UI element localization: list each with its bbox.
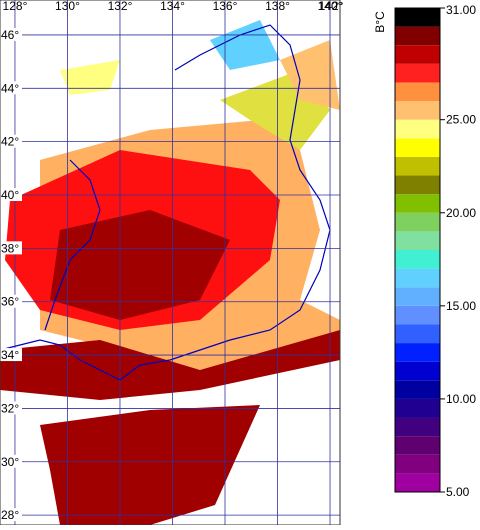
colorbar-band: [395, 101, 440, 120]
colorbar-band: [395, 436, 440, 455]
lat-label: 28°: [1, 508, 19, 522]
colorbar-band: [395, 324, 440, 344]
colorbar-band: [395, 26, 440, 46]
colorbar-band: [395, 417, 440, 437]
graticule: 128° 130° 132° 134° 136° 138° 140°142° 46° 44° 42…: [0, 0, 344, 525]
lat-label: 42°: [1, 135, 19, 149]
colorbar-band: [395, 175, 440, 195]
label-bg: [0, 348, 22, 362]
colorbar-label: 5.00: [446, 485, 470, 499]
map: [0, 20, 340, 525]
label-bg: [0, 294, 22, 308]
label-bg: [0, 454, 22, 468]
colorbar-band: [395, 82, 440, 102]
lat-label: 38°: [1, 241, 19, 255]
colorbar-band: [395, 194, 440, 213]
lon-label: 138°: [265, 0, 290, 13]
lon-label: 128°: [3, 0, 28, 13]
sst-field: [0, 330, 340, 400]
lat-label: 30°: [1, 455, 19, 469]
colorbar-band: [395, 380, 440, 399]
sst-field: [60, 60, 120, 95]
colorbar-frame: [394, 7, 441, 493]
colorbar-band: [395, 63, 440, 83]
colorbar-band: [395, 473, 440, 492]
colorbar-band: [395, 156, 440, 176]
colorbar-label: 25.00: [446, 113, 476, 127]
colorbar-label: 15.00: [446, 299, 476, 313]
coastline: [44, 159, 101, 331]
lon-label: 140°: [318, 0, 343, 13]
label-bg: [0, 134, 22, 148]
lon-label: 130°: [55, 0, 80, 13]
colorbar-band: [395, 212, 440, 232]
label-bg: [0, 81, 22, 95]
colorbar-unit: B°C: [373, 11, 387, 33]
colorbar-label: 10.00: [446, 392, 476, 406]
lat-label: 32°: [1, 401, 19, 415]
lat-label: 36°: [1, 295, 19, 309]
coastline: [0, 24, 331, 381]
lat-label: 40°: [1, 188, 19, 202]
colorbar-band: [395, 287, 440, 306]
colorbar: 31.00 25.00 20.00 15.00 10.00 5.00: [394, 3, 476, 499]
sst-field: [210, 20, 280, 70]
colorbar-label: 20.00: [446, 206, 476, 220]
colorbar-band: [395, 231, 440, 250]
sst-field: [280, 40, 340, 110]
label-bg: [0, 27, 22, 41]
lon-label: 132°: [108, 0, 133, 13]
label-bg: [0, 188, 22, 202]
sst-field: [40, 405, 260, 525]
lat-label: 44°: [1, 81, 19, 95]
colorbar-band: [395, 343, 440, 362]
sst-field: [50, 210, 230, 320]
lon-label: 134°: [160, 0, 185, 13]
label-bg: [0, 241, 22, 255]
lon-label: 142°: [319, 0, 344, 13]
label-bg: [0, 401, 22, 415]
colorbar-band: [395, 361, 440, 381]
colorbar-label: 31.00: [446, 3, 476, 17]
colorbar-band: [395, 268, 440, 288]
colorbar-band: [395, 45, 440, 64]
colorbar-band: [395, 138, 440, 157]
colorbar-band: [395, 119, 440, 139]
lon-label: 136°: [213, 0, 238, 13]
colorbar-band: [395, 398, 440, 418]
label-bg: [0, 508, 22, 522]
colorbar-band: [395, 305, 440, 325]
lat-label: 34°: [1, 348, 19, 362]
colorbar-band: [395, 454, 440, 474]
colorbar-band: [395, 250, 440, 269]
colorbar-band: [395, 8, 440, 27]
lat-label: 46°: [1, 28, 19, 42]
